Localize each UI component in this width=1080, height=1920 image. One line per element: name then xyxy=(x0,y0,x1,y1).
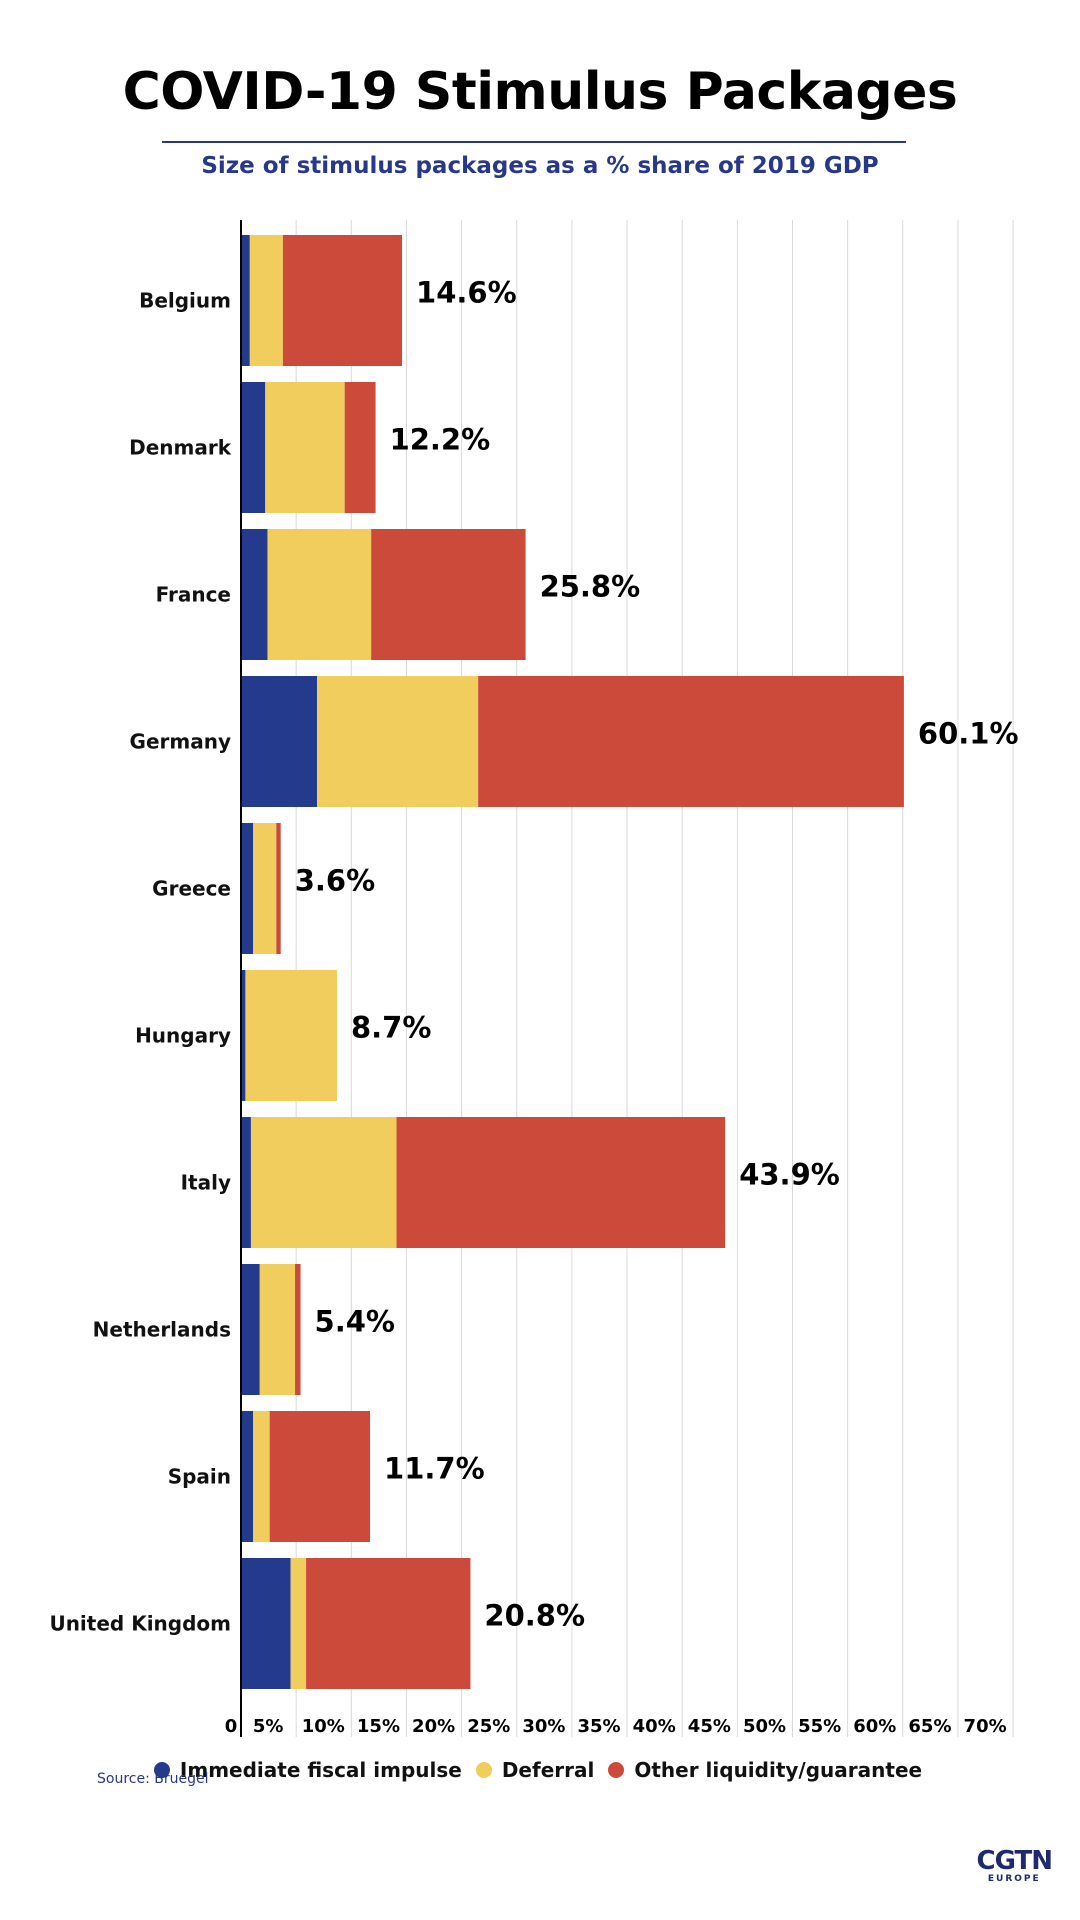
category-label: Denmark xyxy=(129,436,232,460)
x-tick-label: 15% xyxy=(357,1716,400,1737)
bar-segment-deferral xyxy=(265,382,345,513)
x-tick-label: 10% xyxy=(302,1716,345,1737)
bar-segment-immediate-fiscal-impulse xyxy=(241,823,254,954)
bar-segment-deferral xyxy=(317,676,479,807)
x-tick-label: 30% xyxy=(522,1716,565,1737)
total-label: 25.8% xyxy=(540,570,641,604)
logo-sub: EUROPE xyxy=(987,1874,1041,1884)
total-label: 14.6% xyxy=(416,276,517,310)
total-label: 60.1% xyxy=(918,717,1019,751)
category-label: United Kingdom xyxy=(49,1612,231,1636)
category-label: Hungary xyxy=(135,1024,231,1048)
bar-segment-other-liquidity-guarantee xyxy=(269,1411,371,1542)
x-tick-label: 65% xyxy=(908,1716,951,1737)
bar-segment-immediate-fiscal-impulse xyxy=(241,235,250,366)
category-label: Netherlands xyxy=(93,1318,231,1342)
total-label: 11.7% xyxy=(384,1452,485,1486)
x-tick-label: 35% xyxy=(578,1716,621,1737)
x-tick-label: 40% xyxy=(633,1716,676,1737)
bar-segment-other-liquidity-guarantee xyxy=(295,1264,301,1395)
bar-segment-other-liquidity-guarantee xyxy=(478,676,904,807)
legend-swatch xyxy=(608,1762,625,1778)
chart-subtitle: Size of stimulus packages as a % share o… xyxy=(201,153,879,179)
bar-segment-deferral xyxy=(249,235,283,366)
total-label: 12.2% xyxy=(390,423,491,457)
title-divider xyxy=(162,141,906,143)
legend-swatch xyxy=(475,1762,492,1778)
legend-label: Other liquidity/guarantee xyxy=(634,1758,923,1782)
bar-segment-immediate-fiscal-impulse xyxy=(241,1411,254,1542)
total-label: 3.6% xyxy=(295,864,375,898)
legend-item: Deferral xyxy=(475,1758,595,1782)
legend-item: Immediate fiscal impulse xyxy=(153,1758,462,1782)
bar-segment-other-liquidity-guarantee xyxy=(396,1117,726,1248)
total-label: 8.7% xyxy=(351,1011,431,1045)
category-label: Spain xyxy=(168,1465,231,1489)
category-label: Belgium xyxy=(139,289,231,313)
category-label: France xyxy=(156,583,231,607)
bar-segment-deferral xyxy=(267,529,372,660)
chart-title: COVID-19 Stimulus Packages xyxy=(122,62,958,122)
x-tick-label: 5% xyxy=(253,1716,284,1737)
x-tick-label: 20% xyxy=(412,1716,455,1737)
x-tick-label: 45% xyxy=(688,1716,731,1737)
category-label: Italy xyxy=(181,1171,231,1195)
bar-segment-other-liquidity-guarantee xyxy=(306,1558,471,1689)
bar-segment-deferral xyxy=(259,1264,296,1395)
bar-segment-immediate-fiscal-impulse xyxy=(241,529,268,660)
total-label: 43.9% xyxy=(739,1158,840,1192)
x-tick-label: 60% xyxy=(853,1716,896,1737)
legend: Immediate fiscal impulse Deferral Other li… xyxy=(0,1758,1080,1782)
legend-label: Deferral xyxy=(501,1758,595,1782)
bar-segment-immediate-fiscal-impulse xyxy=(241,1558,291,1689)
total-label: 20.8% xyxy=(484,1599,585,1633)
bar-segment-deferral xyxy=(250,1117,397,1248)
cgtn-europe-logo: CGTN EUROPE xyxy=(976,1846,1053,1884)
x-tick-label: 70% xyxy=(964,1716,1007,1737)
bar-segment-immediate-fiscal-impulse xyxy=(241,1264,260,1395)
bar-segment-other-liquidity-guarantee xyxy=(344,382,376,513)
bar-segment-immediate-fiscal-impulse xyxy=(241,1117,251,1248)
stacked-bar-chart: Belgium 14.6% Denmark 12.2% France 25.8% Germa… xyxy=(49,220,1019,1737)
x-tick-label: 55% xyxy=(798,1716,841,1737)
bar-segment-other-liquidity-guarantee xyxy=(371,529,526,660)
source-note: Source: Bruegel xyxy=(97,1771,209,1787)
bar-segment-deferral xyxy=(245,970,337,1101)
x-tick-label: 0 xyxy=(225,1716,238,1737)
bar-segment-deferral xyxy=(253,1411,270,1542)
legend-swatch xyxy=(153,1762,170,1778)
x-tick-label: 25% xyxy=(467,1716,510,1737)
total-label: 5.4% xyxy=(315,1305,395,1339)
bar-segment-immediate-fiscal-impulse xyxy=(241,676,318,807)
category-label: Greece xyxy=(152,877,231,901)
bar-segment-deferral xyxy=(253,823,277,954)
bar-segment-other-liquidity-guarantee xyxy=(282,235,403,366)
x-tick-label: 50% xyxy=(743,1716,786,1737)
bar-segment-immediate-fiscal-impulse xyxy=(241,382,266,513)
category-label: Germany xyxy=(130,730,231,754)
logo-main: CGTN xyxy=(976,1846,1053,1876)
legend-label: Immediate fiscal impulse xyxy=(179,1758,462,1782)
bar-segment-deferral xyxy=(290,1558,307,1689)
bar-segment-immediate-fiscal-impulse xyxy=(241,970,246,1101)
bar-segment-other-liquidity-guarantee xyxy=(276,823,281,954)
legend-item: Other liquidity/guarantee xyxy=(608,1758,922,1782)
